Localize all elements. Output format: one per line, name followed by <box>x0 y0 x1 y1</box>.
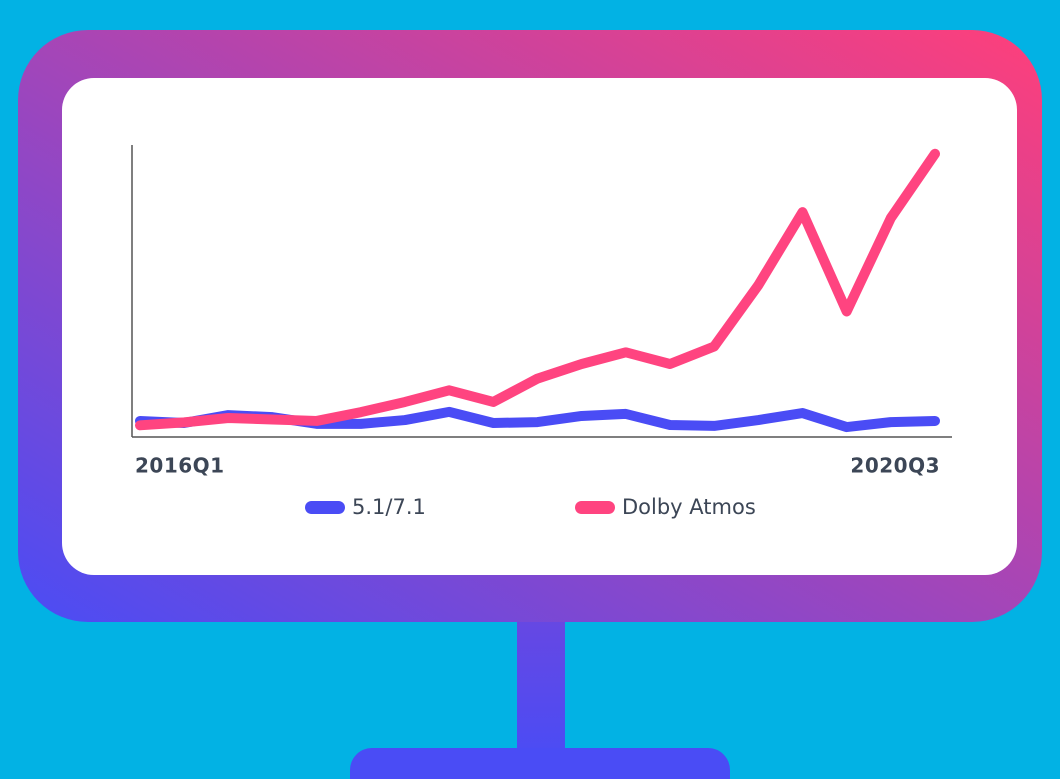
legend-swatch <box>575 501 615 514</box>
scene: 2016Q1 2020Q3 5.1/7.1 Dolby Atmos <box>0 0 1060 779</box>
monitor-base <box>350 748 730 779</box>
legend-label: Dolby Atmos <box>622 495 756 519</box>
x-tick-label: 2016Q1 <box>135 454 225 478</box>
x-tick-label: 2020Q3 <box>850 454 940 478</box>
screen <box>62 78 1017 575</box>
page: {"chart_data": {"type": "line", "categor… <box>0 0 1060 779</box>
legend-swatch <box>305 501 345 514</box>
monitor-neck <box>517 600 565 760</box>
legend-label: 5.1/7.1 <box>352 495 426 519</box>
